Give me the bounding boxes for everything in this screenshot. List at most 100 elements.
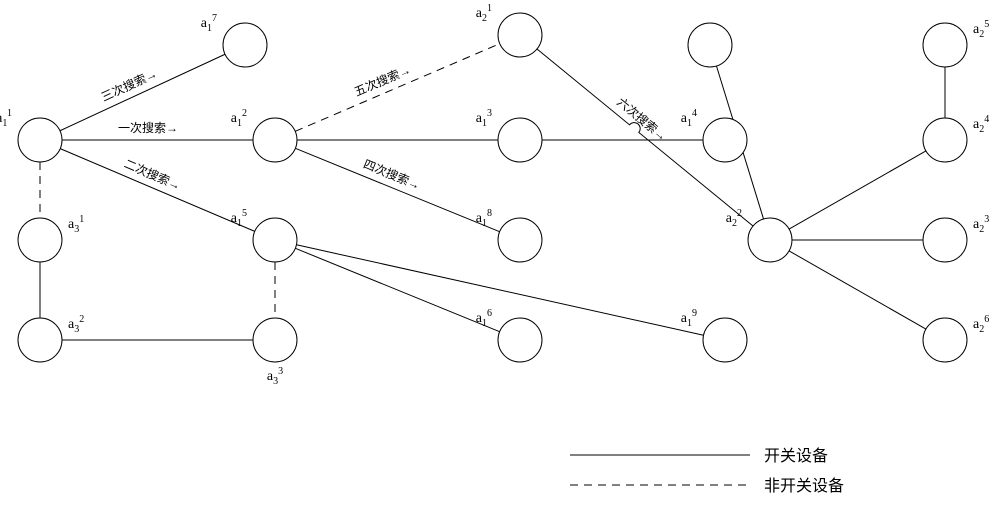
node-circle	[498, 118, 542, 162]
node-label-sup: 2	[737, 208, 742, 219]
node-a2_1: a21	[476, 3, 542, 57]
edge-label-search5: 五次搜索→	[352, 62, 413, 99]
node-circle	[923, 118, 967, 162]
node-label: a11	[0, 108, 12, 129]
node-circle	[18, 318, 62, 362]
node-a1_2: a12	[231, 108, 297, 162]
edge-a2_2-a2_4	[789, 151, 926, 229]
node-circle	[923, 218, 967, 262]
node-label-sub: 3	[273, 376, 278, 387]
node-circle	[748, 218, 792, 262]
node-label-sup: 2	[79, 314, 84, 325]
node-label-sub: 1	[687, 318, 692, 329]
node-a1_4: a14	[681, 108, 747, 162]
node-label-sub: 2	[482, 13, 487, 24]
node-label-sub: 2	[732, 218, 737, 229]
node-a3_2: a32	[18, 314, 84, 362]
legend-label: 开关设备	[764, 447, 828, 465]
edge-a1_1-a1_5	[60, 149, 255, 232]
node-label-sub: 1	[482, 118, 487, 129]
node-label: a17	[201, 13, 217, 34]
legend-label: 非开关设备	[764, 477, 844, 495]
node-a2_5: a25	[923, 19, 989, 67]
search-label-text: 五次搜索→	[352, 62, 413, 99]
node-label-sup: 6	[487, 308, 492, 319]
node-label-sup: 4	[692, 108, 697, 119]
edge-a1_5-a1_9	[296, 245, 703, 335]
legend: 开关设备非开关设备	[570, 447, 844, 495]
diagram-canvas: 三次搜索→一次搜索→二次搜索→五次搜索→四次搜索→六次搜索→a11a17a12a…	[0, 0, 1000, 519]
node-circle	[498, 318, 542, 362]
node-a3_3: a33	[253, 318, 297, 387]
node-a3_1: a31	[18, 214, 84, 262]
node-label-sub: 1	[687, 118, 692, 129]
edge-a1_2-a1_8	[295, 148, 499, 231]
node-a1_8: a18	[476, 208, 542, 262]
node-circle	[923, 23, 967, 67]
node-label-sup: 7	[212, 13, 217, 24]
node-circle	[498, 218, 542, 262]
node-a2_3: a23	[923, 214, 989, 262]
node-label: a31	[68, 214, 84, 235]
node-label: a19	[681, 308, 697, 329]
node-label-sup: 6	[984, 314, 989, 325]
node-label: a21	[476, 3, 492, 24]
node-label-sup: 1	[487, 3, 492, 14]
node-label: a26	[973, 314, 989, 335]
node-label-sub: 1	[482, 218, 487, 229]
node-label-sup: 9	[692, 308, 697, 319]
node-circle	[498, 13, 542, 57]
node-label-sub: 1	[482, 318, 487, 329]
node-t1	[688, 23, 732, 67]
node-label-sup: 3	[278, 366, 283, 377]
node-label: a24	[973, 114, 989, 135]
node-a2_6: a26	[923, 314, 989, 362]
edge-a1_2-a2_1	[295, 44, 500, 132]
node-label-sub: 2	[979, 224, 984, 235]
node-label-sub: 1	[2, 118, 7, 129]
node-circle	[223, 23, 267, 67]
node-label-sub: 1	[237, 218, 242, 229]
node-label: a22	[726, 208, 742, 229]
node-label: a16	[476, 308, 492, 329]
node-label-sup: 1	[7, 108, 12, 119]
node-label-sub: 1	[207, 23, 212, 34]
node-label-sup: 2	[242, 108, 247, 119]
edge-a1_1-a1_7	[60, 54, 225, 130]
node-circle	[253, 218, 297, 262]
node-circle	[688, 23, 732, 67]
node-label: a32	[68, 314, 84, 335]
node-label-sub: 2	[979, 124, 984, 135]
node-a1_1: a11	[0, 108, 62, 162]
node-a2_2: a22	[726, 208, 792, 262]
node-circle	[253, 318, 297, 362]
node-label-sub: 2	[979, 29, 984, 40]
node-a1_7: a17	[201, 13, 267, 67]
node-circle	[18, 218, 62, 262]
node-a1_9: a19	[681, 308, 747, 362]
node-label-sup: 3	[984, 214, 989, 225]
search-label-text: 一次搜索→	[118, 120, 178, 135]
node-label: a12	[231, 108, 247, 129]
edge-a2_2-a2_6	[789, 251, 926, 329]
node-label-sup: 1	[79, 214, 84, 225]
node-label: a18	[476, 208, 492, 229]
node-label-sub: 3	[74, 224, 79, 235]
node-circle	[18, 118, 62, 162]
node-label-sup: 3	[487, 108, 492, 119]
node-label: a14	[681, 108, 697, 129]
node-label: a25	[973, 19, 989, 40]
node-label-sup: 5	[984, 19, 989, 30]
node-label: a23	[973, 214, 989, 235]
node-label-sub: 2	[979, 324, 984, 335]
node-a1_6: a16	[476, 308, 542, 362]
node-label-sup: 8	[487, 208, 492, 219]
node-label: a33	[267, 366, 283, 387]
node-circle	[253, 118, 297, 162]
node-label: a15	[231, 208, 247, 229]
node-a1_3: a13	[476, 108, 542, 162]
node-label: a13	[476, 108, 492, 129]
search-label-text: 四次搜索→	[361, 156, 422, 193]
node-label-sub: 1	[237, 118, 242, 129]
node-circle	[703, 118, 747, 162]
